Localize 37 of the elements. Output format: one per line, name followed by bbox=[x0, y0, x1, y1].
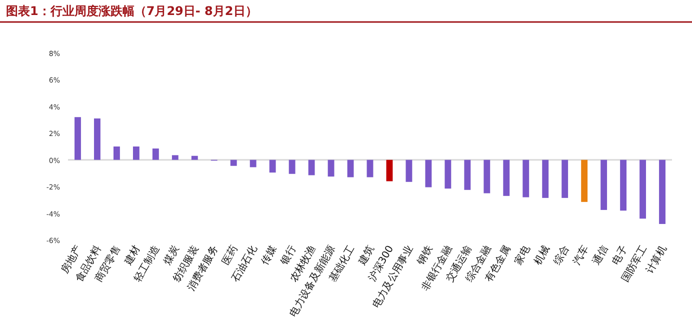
x-tick-label: 汽车 bbox=[570, 244, 591, 267]
bar bbox=[600, 160, 608, 210]
bar bbox=[191, 156, 198, 160]
bar bbox=[94, 118, 100, 160]
bar bbox=[132, 146, 140, 160]
bar bbox=[522, 160, 530, 198]
bar bbox=[328, 160, 334, 177]
bar bbox=[230, 160, 237, 166]
bar bbox=[542, 160, 549, 198]
x-tick-label: 综合 bbox=[551, 244, 572, 267]
bar bbox=[444, 160, 452, 189]
bar bbox=[406, 160, 412, 182]
bar bbox=[386, 160, 393, 182]
bar bbox=[581, 160, 588, 202]
bar bbox=[464, 160, 471, 190]
x-tick-label: 机械 bbox=[532, 244, 552, 267]
bar bbox=[620, 160, 627, 211]
bar bbox=[640, 160, 646, 219]
chart-title: 图表1：行业周度涨跌幅（7月29日- 8月2日） bbox=[6, 4, 258, 18]
bar bbox=[484, 160, 490, 194]
bar bbox=[659, 160, 666, 224]
bar bbox=[288, 160, 296, 174]
bar bbox=[562, 160, 568, 198]
bar bbox=[503, 160, 510, 196]
x-tick-label: 传媒 bbox=[260, 244, 280, 267]
x-tick-label: 通信 bbox=[590, 244, 610, 267]
bar bbox=[113, 146, 120, 160]
bar bbox=[347, 160, 354, 178]
bar bbox=[308, 160, 315, 176]
bar bbox=[269, 160, 276, 173]
bar bbox=[366, 160, 374, 178]
bar bbox=[74, 117, 81, 160]
bar bbox=[152, 148, 159, 160]
bar bbox=[172, 155, 178, 160]
bar bbox=[425, 160, 432, 188]
bar bbox=[250, 160, 256, 168]
x-tick-label: 家电 bbox=[512, 244, 532, 267]
